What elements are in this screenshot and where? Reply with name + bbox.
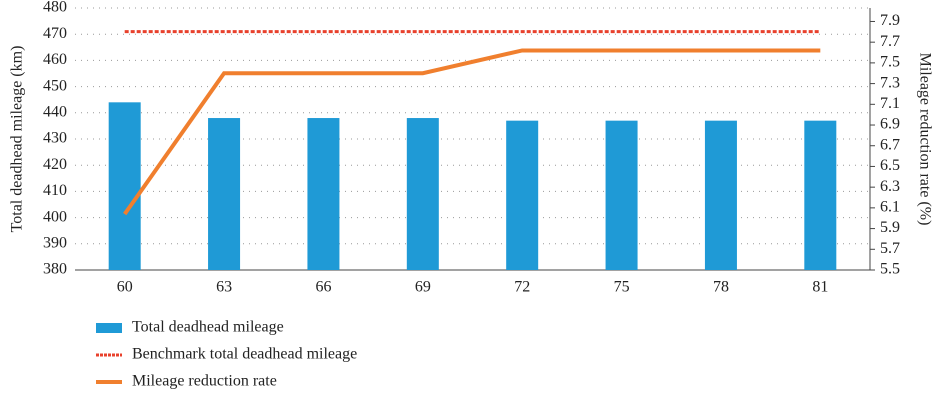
y-tick-label: 380 [43,261,67,278]
y2-tick-label: 6.7 [880,136,900,153]
bar [108,102,141,270]
y-tick-label: 410 [43,182,67,199]
x-tick-label: 60 [117,279,133,296]
y2-tick-label: 6.5 [880,157,900,174]
y-tick-label: 440 [43,103,67,120]
x-tick-label: 69 [415,279,431,296]
y-tick-label: 450 [43,77,67,94]
bar [804,120,837,270]
x-tick-label: 78 [713,279,729,296]
y2-tick-label: 5.7 [880,240,900,257]
y-tick-label: 480 [43,0,67,16]
x-tick-label: 66 [315,279,331,296]
y2-tick-label: 5.9 [880,219,900,236]
y2-tick-label: 6.3 [880,178,900,195]
bar [208,118,241,270]
y-tick-label: 430 [43,130,67,147]
y2-tick-label: 7.9 [880,12,900,29]
bar [406,118,439,270]
y-tick-label: 460 [43,51,67,68]
bar [605,120,638,270]
y-tick-label: 390 [43,234,67,251]
y2-tick-label: 7.3 [880,74,900,91]
y2-tick-label: 5.5 [880,261,900,278]
legend-label: Total deadhead mileage [132,319,284,336]
y2-tick-label: 6.1 [880,199,900,216]
y-tick-label: 420 [43,156,67,173]
y2-tick-label: 7.7 [880,33,900,50]
y2-axis-label: Mileage reduction rate (%) [916,53,933,226]
legend-label: Mileage reduction rate [132,373,277,390]
bar [506,120,539,270]
y2-tick-label: 7.1 [880,95,900,112]
legend-label: Benchmark total deadhead mileage [132,346,357,363]
x-tick-label: 81 [812,279,828,296]
x-tick-label: 63 [216,279,232,296]
legend-swatch [96,323,122,333]
x-tick-label: 75 [614,279,630,296]
y-axis-label: Total deadhead mileage (km) [9,46,26,233]
bar [307,118,340,270]
bar [704,120,737,270]
x-tick-label: 72 [514,279,530,296]
y-tick-label: 470 [43,25,67,42]
y-tick-label: 400 [43,208,67,225]
y2-tick-label: 7.5 [880,54,900,71]
y2-tick-label: 6.9 [880,116,900,133]
line [123,48,821,216]
